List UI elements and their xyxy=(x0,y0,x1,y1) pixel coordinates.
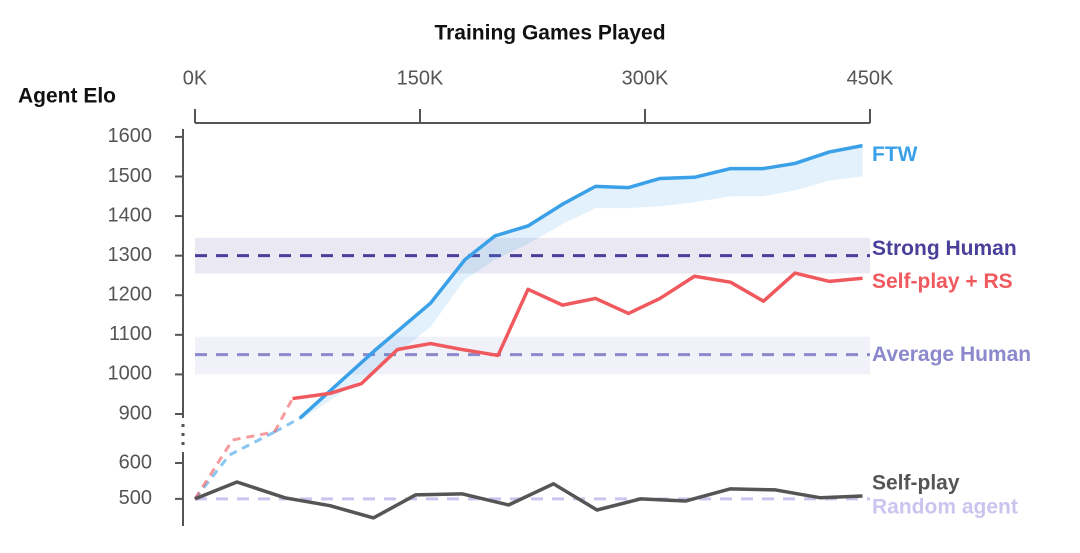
x-tick-label: 0K xyxy=(183,67,208,89)
x-tick-label: 450K xyxy=(847,67,894,89)
y-tick-label: 1300 xyxy=(108,244,153,266)
series-label: Self-play xyxy=(872,472,960,495)
series-line-dashed xyxy=(193,430,275,500)
y-tick-label: 1200 xyxy=(108,284,153,306)
series-line xyxy=(292,271,863,401)
series-line-dashed xyxy=(193,430,276,500)
series-connector xyxy=(273,416,301,434)
reference-label: Strong Human xyxy=(872,237,1017,260)
y-tick-label: 1400 xyxy=(108,204,153,226)
series-connector xyxy=(273,397,294,433)
y-tick-label: 1600 xyxy=(108,125,153,147)
y-tick-label: 1000 xyxy=(108,363,153,385)
reference-label: Random agent xyxy=(872,495,1018,518)
series-label: FTW xyxy=(872,143,918,166)
series-line xyxy=(194,480,863,520)
y-tick-label: 500 xyxy=(119,487,152,509)
confidence-band xyxy=(300,145,863,421)
reference-label: Average Human xyxy=(872,343,1031,366)
series-label: Self-play + RS xyxy=(872,270,1013,293)
x-tick-label: 150K xyxy=(397,67,444,89)
chart-title: Training Games Played xyxy=(434,22,665,45)
series-line xyxy=(298,143,863,420)
y-axis-label: Agent Elo xyxy=(18,85,116,108)
y-tick-label: 1100 xyxy=(109,323,152,345)
x-tick-label: 300K xyxy=(622,67,669,89)
y-tick-label: 600 xyxy=(119,451,152,473)
y-tick-label: 900 xyxy=(119,402,152,424)
y-tick-label: 1500 xyxy=(108,165,153,187)
